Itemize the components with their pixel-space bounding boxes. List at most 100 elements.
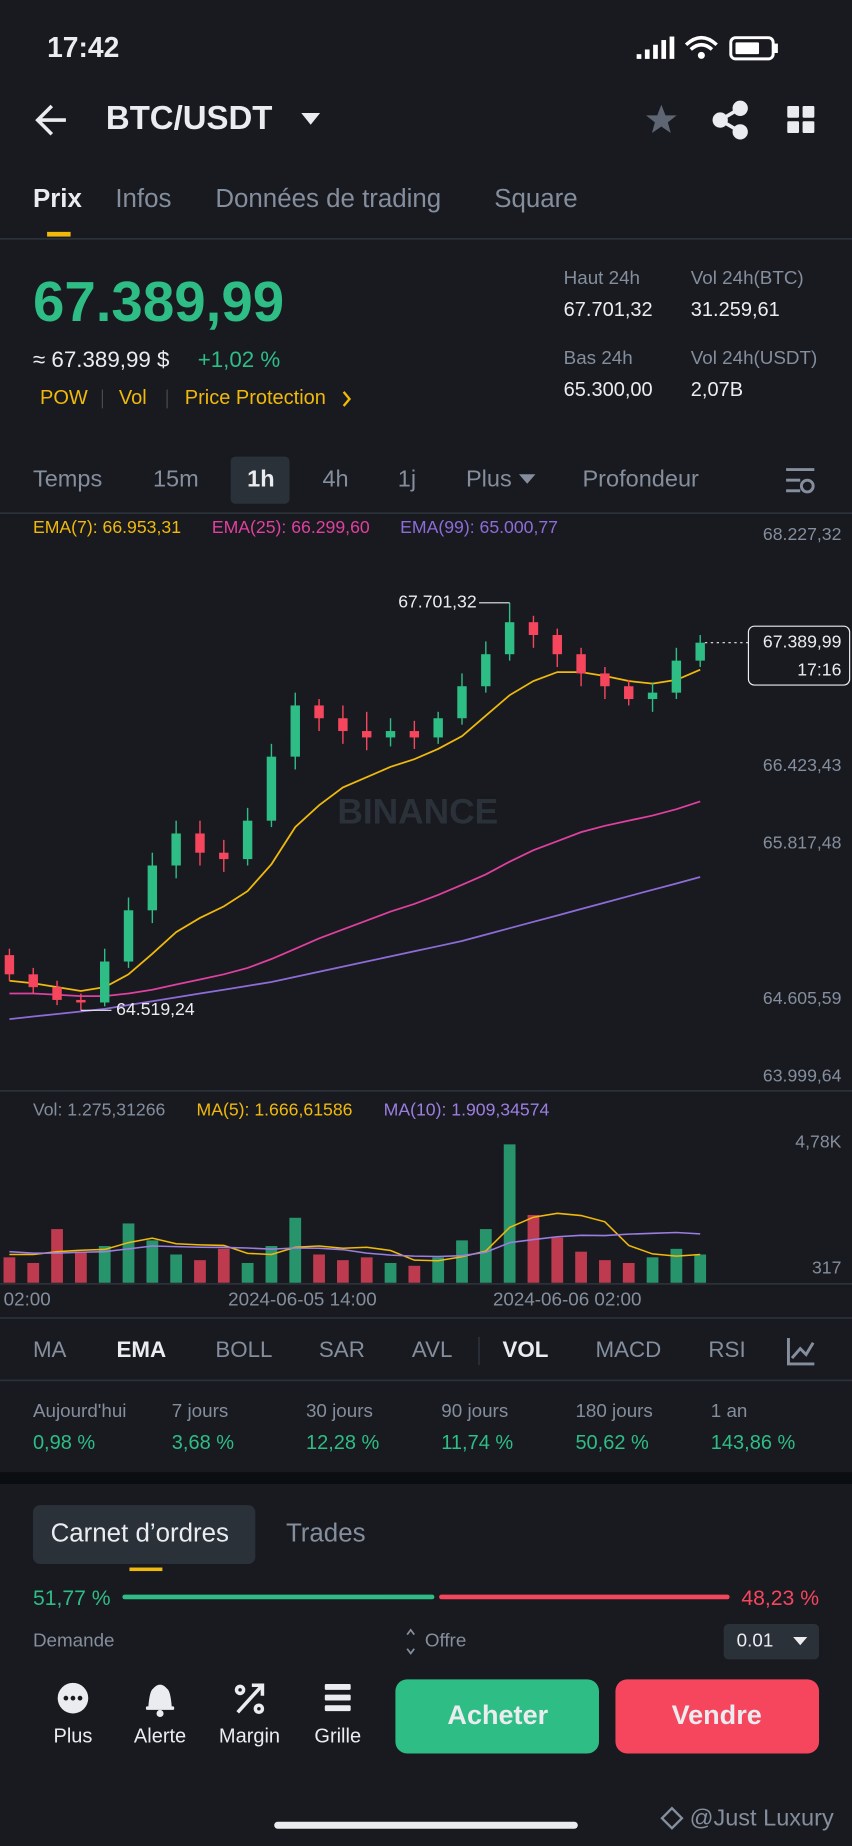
volume-bar	[265, 1246, 278, 1283]
candle-body	[4, 955, 15, 975]
tag[interactable]: Vol	[119, 387, 147, 409]
chart-settings-icon[interactable]	[786, 468, 815, 494]
candle-body	[671, 660, 682, 693]
volume-bar	[98, 1246, 111, 1283]
step-value[interactable]: 0.01	[737, 1630, 774, 1651]
candle-body	[528, 622, 539, 636]
candle-body	[433, 718, 443, 738]
ask-label: Offre	[425, 1630, 466, 1651]
timeframe[interactable]: Plus	[466, 465, 512, 491]
timeframe[interactable]: 4h	[322, 465, 348, 491]
ema-line	[9, 800, 701, 997]
indicator[interactable]: MACD	[595, 1337, 661, 1362]
indicator[interactable]: EMA	[117, 1337, 167, 1362]
indicator[interactable]: SAR	[319, 1337, 365, 1362]
watermark-icon	[660, 1806, 684, 1830]
indicator[interactable]: BOLL	[215, 1337, 272, 1362]
ma-line	[9, 1212, 701, 1262]
layout-icon[interactable]	[787, 105, 815, 134]
candle-body	[242, 820, 253, 860]
timeframe[interactable]: 1h	[247, 465, 274, 491]
action-label[interactable]: Grille	[314, 1725, 361, 1747]
buy-label[interactable]: Acheter	[447, 1700, 548, 1730]
candle-body	[695, 642, 705, 661]
volume-bar	[527, 1214, 540, 1283]
chart-watermark: BINANCE	[337, 793, 498, 832]
x-tick-label: 2024-06-05 02:00	[0, 1288, 51, 1309]
stat-value: 65.300,00	[564, 379, 653, 401]
volume-legend: Vol: 1.275,31266	[33, 1100, 166, 1120]
orderbook-tab[interactable]: Trades	[286, 1519, 366, 1547]
tab[interactable]: Infos	[115, 185, 171, 213]
favorite-icon[interactable]	[646, 104, 677, 134]
alert-icon[interactable]	[145, 1684, 175, 1717]
perf-value: 11,74 %	[441, 1432, 513, 1454]
candle-body	[290, 705, 300, 757]
timeframe[interactable]: Profondeur	[583, 465, 700, 491]
indicator[interactable]: RSI	[708, 1337, 745, 1362]
candle-body	[338, 718, 348, 732]
bid-bar	[122, 1594, 435, 1600]
countdown-label: 17:16	[797, 660, 841, 680]
volume-bar	[241, 1262, 254, 1283]
chart-area: BINANCE 68.227,32 66.423,43 65.817,48 64.605…	[0, 517, 851, 1309]
stat-value: 31.259,61	[691, 299, 780, 321]
pair-dropdown[interactable]	[301, 113, 321, 125]
indicator[interactable]: AVL	[412, 1337, 453, 1362]
candle-body	[171, 833, 181, 866]
y-tick-label: 317	[812, 1258, 841, 1278]
indicator[interactable]: VOL	[502, 1337, 548, 1362]
ema-line	[9, 876, 701, 1021]
perf-label: 30 jours	[306, 1400, 373, 1421]
tab[interactable]: Prix	[33, 185, 83, 213]
volume-bar	[337, 1260, 349, 1283]
share-icon[interactable]	[712, 100, 748, 140]
timeframe[interactable]: Temps	[33, 465, 102, 491]
perf-value: 50,62 %	[575, 1432, 649, 1454]
y-tick-label: 65.817,48	[763, 833, 842, 853]
tag[interactable]: Price Protection	[185, 387, 326, 409]
tab[interactable]: Données de trading	[215, 185, 441, 213]
legend-entry: EMA(25): 66.299,60	[212, 517, 370, 537]
volume-bar	[122, 1223, 135, 1283]
back-button[interactable]	[35, 104, 66, 136]
candle-body	[52, 987, 62, 1000]
orderbook-tab[interactable]: Carnet d’ordres	[51, 1519, 229, 1547]
indicator[interactable]: MA	[33, 1337, 67, 1362]
stat-label: Bas 24h	[564, 347, 633, 368]
buy-button[interactable]	[395, 1679, 599, 1754]
action-label[interactable]: Margin	[219, 1725, 280, 1747]
timeframe[interactable]: 1j	[398, 465, 416, 491]
stat-value: 67.701,32	[564, 299, 653, 321]
candle-body	[99, 961, 110, 1003]
indicator-settings-icon[interactable]	[786, 1338, 815, 1366]
volume-bar	[217, 1248, 230, 1283]
plus-icon[interactable]	[57, 1682, 89, 1714]
x-tick-label: 2024-06-05 14:00	[228, 1288, 377, 1309]
y-tick-label: 63.999,64	[763, 1065, 842, 1085]
action-label[interactable]: Plus	[54, 1725, 93, 1747]
sell-label[interactable]: Vendre	[672, 1700, 762, 1730]
bid-label: Demande	[33, 1630, 115, 1651]
candle-body	[362, 731, 372, 738]
volume-bar	[408, 1265, 421, 1283]
high-label: 67.701,32	[398, 591, 476, 611]
grid-icon[interactable]	[324, 1684, 351, 1712]
section-gap	[0, 1472, 852, 1484]
volume-bar	[146, 1240, 159, 1283]
volume-bar	[74, 1251, 87, 1283]
tab[interactable]: Square	[494, 185, 577, 213]
candle-body	[600, 673, 610, 687]
action-label[interactable]: Alerte	[134, 1725, 186, 1747]
margin-icon[interactable]	[234, 1683, 265, 1715]
step-select[interactable]	[723, 1624, 820, 1660]
timeframe[interactable]: 15m	[153, 465, 199, 491]
candle-body	[219, 852, 229, 860]
volume-bar	[194, 1260, 206, 1283]
sell-button[interactable]	[615, 1679, 820, 1754]
tag[interactable]: POW	[40, 387, 88, 409]
watermark: @Just Luxury	[690, 1805, 834, 1831]
candle-body	[147, 865, 158, 911]
pair-title[interactable]: BTC/USDT	[106, 99, 273, 136]
perf-value: 0,98 %	[33, 1432, 95, 1454]
